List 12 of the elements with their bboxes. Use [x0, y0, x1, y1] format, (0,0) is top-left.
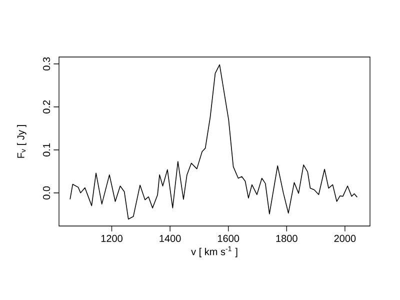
y-tick-label: 0.2: [42, 100, 50, 114]
x-tick-label: 2000: [334, 234, 356, 242]
y-axis-title: F$_{v}$ [ Jy ]: [17, 125, 26, 158]
y-tick-label: 0.0: [42, 186, 50, 200]
y-tick-label: 0.1: [42, 143, 50, 156]
x-axis-title: v [ km s$^{-1}$ ]: [191, 246, 238, 258]
y-tick-label: 0.3: [42, 57, 50, 70]
x-tick-label: 1600: [218, 234, 240, 242]
x-tick-label: 1200: [101, 234, 122, 242]
x-tick-label: 1400: [160, 234, 181, 242]
line-series: [70, 64, 358, 220]
x-tick-label: 1800: [276, 234, 298, 242]
